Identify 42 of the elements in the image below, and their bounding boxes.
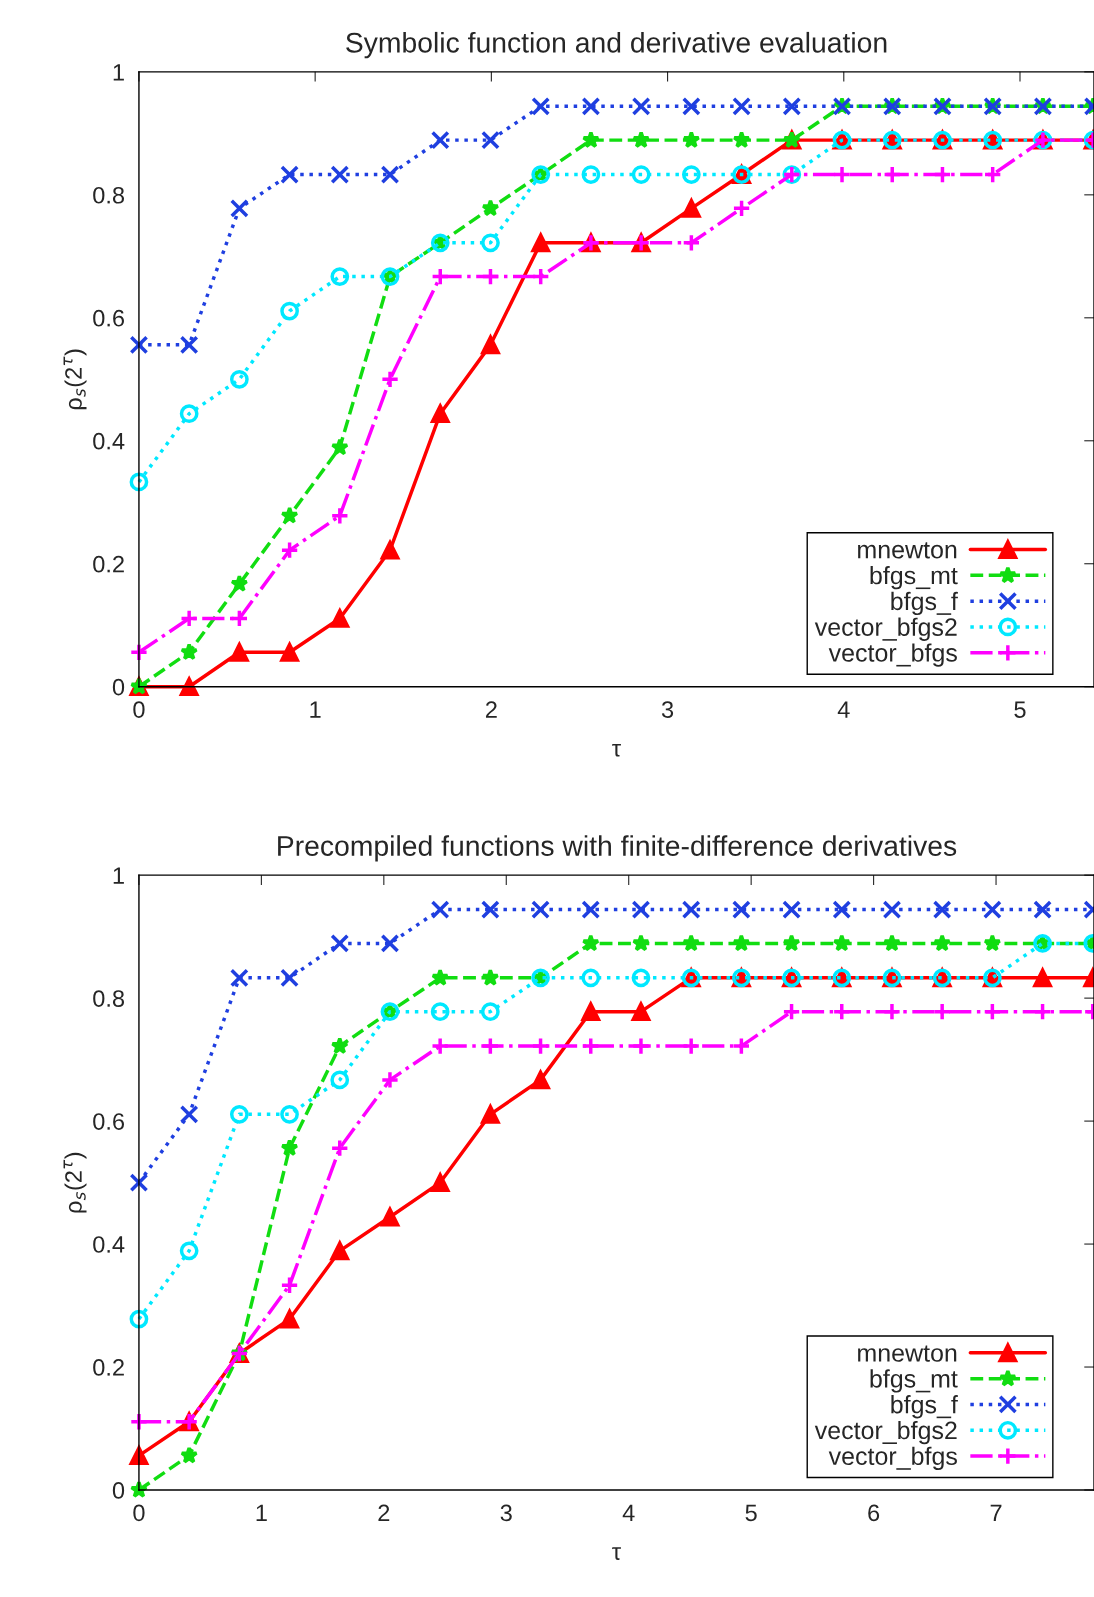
chart-title: Symbolic function and derivative evaluation [346,31,887,59]
x-tick-label: 2 [378,1504,390,1521]
y-tick-label: 0.2 [93,555,124,573]
x-tick-label: 1 [310,701,321,718]
legend-label: bfgs_f [891,1395,958,1419]
x-tick-label: 5 [1014,701,1026,718]
x-tick-label: 2 [485,701,497,718]
y-tick-label: 0.2 [93,1359,124,1376]
x-axis-title: τ [612,743,621,757]
y-tick-label: 0.8 [93,186,125,204]
y-tick-label: 0 [112,678,125,696]
x-tick-label: 4 [837,701,850,718]
y-tick-label: 0.4 [93,432,125,450]
y-tick-label: 0.8 [93,990,125,1007]
legend-label: vector_bfgs2 [814,1420,957,1445]
y-tick-label: 1 [113,64,124,81]
y-tick-label: 0.6 [93,309,125,327]
x-tick-label: 0 [133,1504,145,1522]
legend-label: mnewton [858,1345,957,1362]
y-axis-title: ρ$_{s}$(2$^{τ}$) [63,1152,87,1213]
y-tick-label: 0.6 [93,1113,125,1130]
x-axis-title: τ [612,1547,621,1560]
legend-label: bfgs_mt [870,565,958,590]
y-tick-label: 1 [113,867,124,884]
x-tick-label: 7 [990,1504,1002,1521]
y-tick-label: 0.4 [93,1236,125,1253]
legend-label: vector_bfgs [828,1446,957,1470]
y-tick-label: 0 [112,1482,125,1499]
legend-label: mnewton [858,542,957,559]
legend-label: vector_bfgs [828,643,957,667]
x-tick-label: 4 [622,1504,635,1521]
legend-label: vector_bfgs2 [814,617,957,641]
x-tick-label: 0 [133,701,145,718]
x-tick-label: 1 [256,1504,267,1521]
x-tick-label: 3 [661,701,674,718]
chart-title: Precompiled functions with finite-difference derivatives [278,835,957,862]
x-tick-label: 3 [500,1504,512,1522]
legend-label: bfgs_mt [870,1369,958,1393]
x-tick-label: 5 [745,1504,757,1522]
y-axis-title: ρ$_{s}$(2$^{τ}$) [63,349,87,410]
x-tick-label: 6 [868,1504,880,1522]
legend-label: bfgs_f [891,591,958,616]
